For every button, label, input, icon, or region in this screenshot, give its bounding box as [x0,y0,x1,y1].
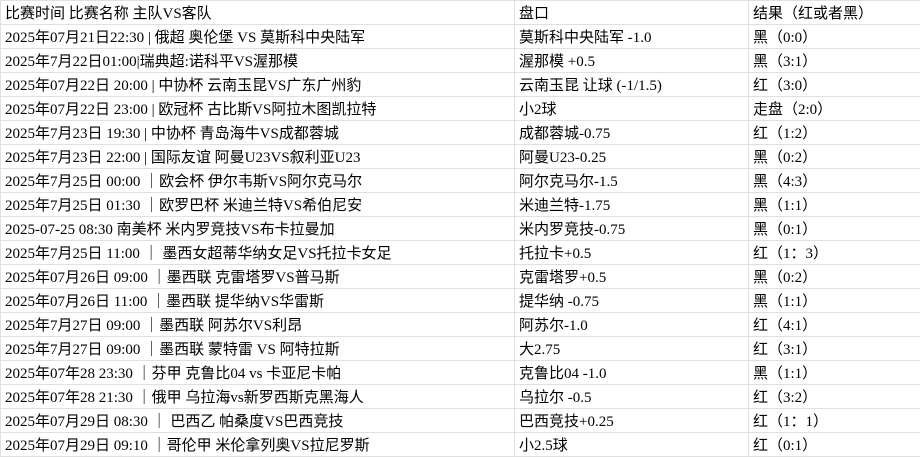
table-row: 2025年7月25日 00:00 ｜欧会杯 伊尔韦斯VS阿尔克马尔 阿尔克马尔-1… [0,168,920,193]
table-body: 2025年07月21日22:30 | 俄超 奥伦堡 VS 莫斯科中央陆军 莫斯科中… [0,24,920,457]
table-row: 2025年7月25日 01:30 ｜欧罗巴杯 米迪兰特VS希伯尼安 米迪兰特-1.… [0,192,920,217]
match-cell[interactable]: 2025年07年28 23:30 ｜芬甲 克鲁比04 vs 卡亚尼卡帕 [0,360,515,385]
table-row: 2025年07月29日 08:30 ｜ 巴西乙 帕桑度VS巴西竞技 巴西竞技+0.… [0,408,920,433]
result-cell[interactable]: 红（1：3） [748,240,920,265]
table-row: 2025年7月22日01:00|瑞典超:诺科平VS渥那模 渥那模 +0.5 黑（3:… [0,48,920,73]
handicap-cell[interactable]: 莫斯科中央陆军 -1.0 [514,24,749,49]
header-result[interactable]: 结果（红或者黑） [748,0,920,25]
result-cell[interactable]: 黑（0:1） [748,216,920,241]
result-cell[interactable]: 黑（0:2） [748,144,920,169]
header-match-info[interactable]: 比赛时间 比赛名称 主队VS客队 [0,0,515,25]
match-cell[interactable]: 2025年07年28 21:30 ｜俄甲 乌拉海vs新罗西斯克黑海人 [0,384,515,409]
handicap-cell[interactable]: 巴西竞技+0.25 [514,408,749,433]
table-row: 2025年7月23日 22:00 | 国际友谊 阿曼U23VS叙利亚U23 阿曼U… [0,144,920,169]
table-row: 2025年07月29日 09:10 ｜哥伦甲 米伦拿列奥VS拉尼罗斯 小2.5球红… [0,432,920,457]
header-row: 比赛时间 比赛名称 主队VS客队 盘口 结果（红或者黑） [0,0,920,25]
match-cell[interactable]: 2025年7月27日 09:00 ｜墨西联 蒙特雷 VS 阿特拉斯 [0,336,515,361]
handicap-cell[interactable]: 大2.75 [514,336,749,361]
result-cell[interactable]: 黑（1:1） [748,192,920,217]
table-row: 2025年07月22日 20:00 | 中协杯 云南玉昆VS广东广州豹 云南玉昆 … [0,72,920,97]
match-cell[interactable]: 2025年07月22日 20:00 | 中协杯 云南玉昆VS广东广州豹 [0,72,515,97]
handicap-cell[interactable]: 乌拉尔 -0.5 [514,384,749,409]
result-cell[interactable]: 黑（4:3） [748,168,920,193]
handicap-cell[interactable]: 克雷塔罗+0.5 [514,264,749,289]
handicap-cell[interactable]: 米迪兰特-1.75 [514,192,749,217]
result-cell[interactable]: 红（3:1） [748,336,920,361]
table-row: 2025年07月22日 23:00 | 欧冠杯 古比斯VS阿拉木图凯拉特 小2球走… [0,96,920,121]
match-cell[interactable]: 2025年7月23日 19:30 | 中协杯 青岛海牛VS成都蓉城 [0,120,515,145]
result-cell[interactable]: 红（3:0） [748,72,920,97]
handicap-cell[interactable]: 阿曼U23-0.25 [514,144,749,169]
match-cell[interactable]: 2025年07月22日 23:00 | 欧冠杯 古比斯VS阿拉木图凯拉特 [0,96,515,121]
result-cell[interactable]: 红（0:1） [748,432,920,457]
handicap-cell[interactable]: 云南玉昆 让球 (-1/1.5) [514,72,749,97]
match-cell[interactable]: 2025年7月23日 22:00 | 国际友谊 阿曼U23VS叙利亚U23 [0,144,515,169]
handicap-cell[interactable]: 成都蓉城-0.75 [514,120,749,145]
result-cell[interactable]: 红（1:2） [748,120,920,145]
match-cell[interactable]: 2025年07月21日22:30 | 俄超 奥伦堡 VS 莫斯科中央陆军 [0,24,515,49]
table-row: 2025年7月23日 19:30 | 中协杯 青岛海牛VS成都蓉城 成都蓉城-0.… [0,120,920,145]
handicap-cell[interactable]: 提华纳 -0.75 [514,288,749,313]
handicap-cell[interactable]: 克鲁比04 -1.0 [514,360,749,385]
table-row: 2025年07月26日 09:00 ｜墨西联 克雷塔罗VS普马斯 克雷塔罗+0.5… [0,264,920,289]
result-cell[interactable]: 黑（1:1） [748,288,920,313]
match-cell[interactable]: 2025-07-25 08:30 南美杯 米内罗竞技VS布卡拉曼加 [0,216,515,241]
handicap-cell[interactable]: 渥那模 +0.5 [514,48,749,73]
table-row: 2025年07月26日 11:00 ｜墨西联 提华纳VS华雷斯 提华纳 -0.75… [0,288,920,313]
match-cell[interactable]: 2025年7月25日 11:00 ｜ 墨西女超蒂华纳女足VS托拉卡女足 [0,240,515,265]
result-cell[interactable]: 红（3:2） [748,384,920,409]
table-row: 2025年7月25日 11:00 ｜ 墨西女超蒂华纳女足VS托拉卡女足 托拉卡+0… [0,240,920,265]
match-cell[interactable]: 2025年07月26日 11:00 ｜墨西联 提华纳VS华雷斯 [0,288,515,313]
handicap-cell[interactable]: 阿苏尔-1.0 [514,312,749,337]
match-cell[interactable]: 2025年07月26日 09:00 ｜墨西联 克雷塔罗VS普马斯 [0,264,515,289]
table-row: 2025年07年28 23:30 ｜芬甲 克鲁比04 vs 卡亚尼卡帕 克鲁比04… [0,360,920,385]
result-cell[interactable]: 红（4:1） [748,312,920,337]
table-row: 2025-07-25 08:30 南美杯 米内罗竞技VS布卡拉曼加 米内罗竞技-0… [0,216,920,241]
match-cell[interactable]: 2025年07月29日 09:10 ｜哥伦甲 米伦拿列奥VS拉尼罗斯 [0,432,515,457]
result-cell[interactable]: 黑（3:1） [748,48,920,73]
table-row: 2025年07月21日22:30 | 俄超 奥伦堡 VS 莫斯科中央陆军 莫斯科中… [0,24,920,49]
handicap-cell[interactable]: 阿尔克马尔-1.5 [514,168,749,193]
handicap-cell[interactable]: 托拉卡+0.5 [514,240,749,265]
result-cell[interactable]: 黑（0:2） [748,264,920,289]
match-cell[interactable]: 2025年7月25日 00:00 ｜欧会杯 伊尔韦斯VS阿尔克马尔 [0,168,515,193]
match-cell[interactable]: 2025年7月27日 09:00 ｜墨西联 阿苏尔VS利昂 [0,312,515,337]
result-cell[interactable]: 红（1：1） [748,408,920,433]
match-cell[interactable]: 2025年07月29日 08:30 ｜ 巴西乙 帕桑度VS巴西竞技 [0,408,515,433]
match-cell[interactable]: 2025年7月22日01:00|瑞典超:诺科平VS渥那模 [0,48,515,73]
result-cell[interactable]: 黑（1:1） [748,360,920,385]
result-cell[interactable]: 黑（0:0） [748,24,920,49]
table-row: 2025年07年28 21:30 ｜俄甲 乌拉海vs新罗西斯克黑海人 乌拉尔 -0… [0,384,920,409]
handicap-cell[interactable]: 小2球 [514,96,749,121]
handicap-cell[interactable]: 米内罗竞技-0.75 [514,216,749,241]
table-row: 2025年7月27日 09:00 ｜墨西联 阿苏尔VS利昂 阿苏尔-1.0 红（4:… [0,312,920,337]
handicap-cell[interactable]: 小2.5球 [514,432,749,457]
result-cell[interactable]: 走盘（2:0） [748,96,920,121]
match-cell[interactable]: 2025年7月25日 01:30 ｜欧罗巴杯 米迪兰特VS希伯尼安 [0,192,515,217]
table-row: 2025年7月27日 09:00 ｜墨西联 蒙特雷 VS 阿特拉斯 大2.75 红（… [0,336,920,361]
header-handicap[interactable]: 盘口 [514,0,749,25]
